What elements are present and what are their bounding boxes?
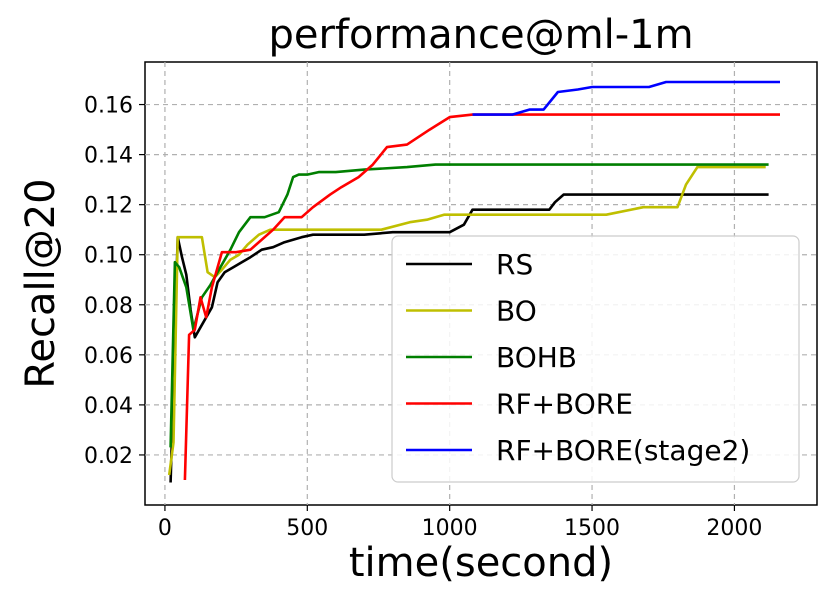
series-lines [167, 80, 780, 483]
series-line-bo [167, 165, 766, 476]
series-line-rf-bore-stage2 [472, 80, 780, 116]
y-tick-label: 0.10 [84, 244, 133, 269]
x-tick-label: 1000 [422, 516, 478, 541]
x-axis-ticks: 0 500 1000 1500 2000 [158, 505, 762, 541]
legend-frame [391, 235, 800, 483]
series-line-rf-bore [183, 113, 780, 481]
y-axis-ticks: 0.02 0.04 0.06 0.08 0.10 0.12 0.14 0.16 [84, 94, 145, 469]
y-tick-label: 0.06 [84, 344, 133, 369]
chart-title: performance@ml-1m [268, 12, 693, 58]
y-tick-label: 0.14 [84, 144, 133, 169]
y-tick-label: 0.04 [84, 394, 133, 419]
plot-area-frame [144, 61, 818, 506]
x-tick-label: 0 [158, 516, 172, 541]
legend-label-rs: RS [496, 248, 533, 281]
legend-label-rf-bore-stage2: RF+BORE(stage2) [496, 434, 750, 467]
x-tick-label: 2000 [706, 516, 762, 541]
legend-label-bo: BO [496, 295, 537, 328]
x-axis-title: time(second) [349, 540, 613, 586]
x-tick-label: 1500 [564, 516, 620, 541]
series-line-rs [169, 193, 769, 483]
legend: RS BO BOHB RF+BORE RF+BORE(stage2) [391, 235, 800, 483]
legend-label-bohb: BOHB [496, 341, 577, 374]
legend-label-rf-bore: RF+BORE [496, 388, 633, 421]
y-axis-title: Recall@20 [18, 178, 64, 388]
y-tick-label: 0.02 [84, 444, 133, 469]
y-tick-label: 0.08 [84, 294, 133, 319]
y-tick-label: 0.16 [84, 94, 133, 119]
x-tick-label: 500 [286, 516, 328, 541]
y-tick-label: 0.12 [84, 194, 133, 219]
